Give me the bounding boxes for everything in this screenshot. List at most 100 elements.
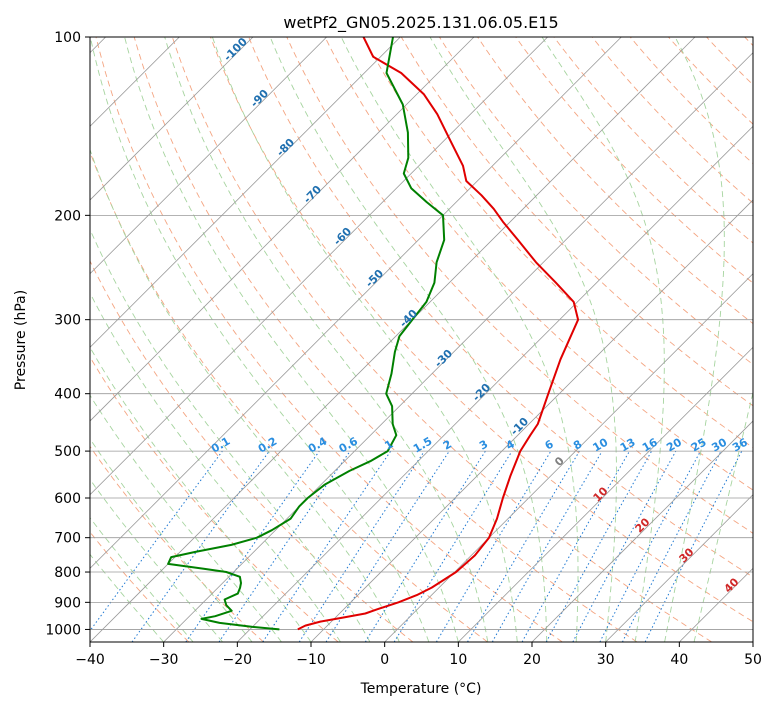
mixing-ratio-line [467,450,580,642]
dewpoint-line [167,37,446,631]
dry-adiabat-label: -70 [301,183,324,206]
moist-adiabats [90,37,753,642]
dry-adiabat-label: -90 [248,87,271,110]
moist-adiabat-line [90,148,400,642]
sounding-series [167,37,580,631]
isotherm-line [90,37,327,275]
moist-adiabat-line [90,438,253,642]
moist-adiabat-line [664,37,725,642]
temperature-line [297,37,580,631]
isotherm-line [163,52,753,642]
mixing-ratio-line [90,450,223,632]
mixing-ratio-label: 36 [730,435,750,454]
moist-adiabat-line [211,37,518,642]
dry-adiabat-line [90,356,339,642]
dry-adiabat-line [706,37,753,86]
isotherm-line [90,37,622,569]
x-tick-label: 10 [449,652,467,668]
mixing-ratio-line [435,450,552,642]
y-tick-label: 1000 [45,622,81,638]
isotherm-line [531,420,753,642]
dry-adiabat-line [95,37,563,642]
y-tick-label: 200 [54,208,81,224]
moist-adiabat-line [90,346,312,642]
dry-adiabat-label: 10 [591,484,611,504]
mixing-ratio-line [298,450,425,642]
mixing-ratio-line [644,450,743,642]
plot-frame [89,36,754,643]
dry-adiabat-label: -100 [221,35,250,64]
chart-title: wetPf2_GN05.2025.131.06.05.E15 [283,13,558,33]
dry-adiabat-line [210,37,753,623]
isotherm-line [605,494,753,642]
mixing-ratio-label: 2 [441,438,454,453]
isotherm-line [90,37,475,422]
isotherm-line [310,199,753,642]
mixing-ratio-label: 0.6 [337,434,361,455]
mixing-ratio-label: 3 [477,438,490,453]
moist-adiabat-line [90,394,282,642]
dry-adiabat-line [90,445,264,642]
mixing-ratio-label: 10 [591,435,611,454]
moist-adiabat-line [340,37,579,642]
x-axis-label: Temperature (°C) [360,681,482,697]
moist-adiabat-line [541,37,665,642]
dry-adiabat-line [744,37,753,47]
mixing-ratio-line [364,450,486,642]
mixing-ratio-label: 0.4 [306,434,330,455]
moist-adiabat-line [90,37,430,642]
mixing-ratio-label: 1.5 [411,435,434,456]
mixing-ratio-line [262,450,392,642]
mixing-ratio-line [393,450,513,642]
dry-adiabats [90,37,753,642]
isotherm-line [90,37,696,642]
y-axis-label: Pressure (hPa) [13,290,29,390]
moist-adiabat-line [90,553,165,642]
mixing-ratio-label: 30 [709,435,729,454]
moist-adiabat-line [90,228,371,642]
axis-ticks: −40 −30 −20 −10 0 10 20 30 40 5010020030040050060… [45,30,762,668]
dry-adiabat-label: -50 [363,267,386,290]
mixing-ratio-line [545,450,653,642]
isobars [90,37,753,630]
x-tick-label: −20 [223,652,253,668]
dry-adiabat-line [477,37,753,325]
dry-adiabat-line [171,37,712,642]
dry-adiabat-line [90,259,414,642]
moist-adiabat-line [429,37,617,642]
mixing-ratio-lines [90,450,743,642]
dry-adiabat-label: -40 [397,307,420,330]
mixing-ratio-label: 16 [640,435,660,454]
moist-adiabat-line [90,292,341,642]
x-tick-label: 30 [597,652,615,668]
y-tick-label: 700 [54,531,81,547]
x-tick-label: 50 [744,652,762,668]
dry-adiabat-label: -20 [470,381,493,404]
dry-adiabat-line [90,150,488,642]
mixing-ratio-line [131,450,270,642]
dry-adiabat-line [553,37,753,244]
x-tick-label: 40 [670,652,688,668]
dry-adiabat-label: 40 [722,575,742,595]
y-tick-label: 100 [54,30,81,46]
dry-adiabat-label: -80 [274,136,297,159]
x-tick-label: −40 [75,652,105,668]
y-tick-label: 800 [54,565,81,581]
dry-adiabat-line [324,37,753,491]
mixing-ratio-label: 0.1 [209,435,232,456]
isotherm-line [237,125,753,642]
moist-adiabat-line [693,390,753,642]
isotherm-line [90,37,548,496]
mixing-ratio-label: 8 [571,438,584,453]
dry-adiabat-label: -30 [432,347,455,370]
dry-adiabat-label: -60 [331,225,354,248]
x-tick-label: 0 [380,652,389,668]
dry-adiabat-line [133,37,638,642]
mixing-ratio-line [521,450,630,642]
moist-adiabat-line [269,37,548,642]
moist-adiabat-line [124,37,459,642]
mixing-ratio-line [572,450,677,642]
line-labels: 0.1 0.2 0.4 0.6 1 1.5 2 3 4 6 8 10 13 16 20 25 30 36-100-… [209,35,750,596]
mixing-ratio-label: 20 [664,435,684,454]
